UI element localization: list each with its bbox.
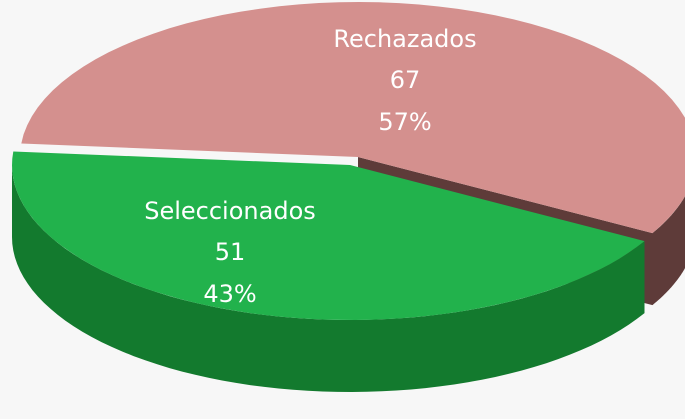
slice-label: Seleccionados [144,197,316,225]
slice-percent: 57% [378,108,431,136]
slice [21,2,685,234]
slice-side [652,196,685,306]
slice-value: 51 [215,238,246,266]
slice-value: 67 [390,66,421,94]
slice-side [12,165,645,392]
slice-label: Rechazados [333,25,476,53]
slice [12,151,645,320]
slice-percent: 43% [203,280,256,308]
